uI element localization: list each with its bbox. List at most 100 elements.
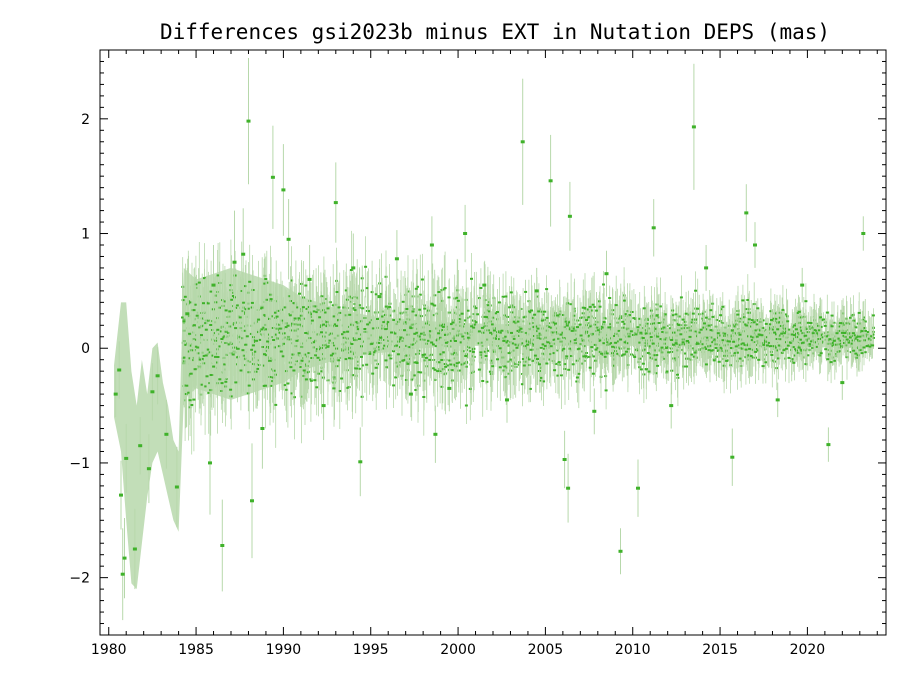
cloud-point (755, 335, 759, 338)
cloud-point (554, 331, 558, 334)
cloud-point (181, 299, 185, 302)
cloud-point (810, 340, 814, 343)
cloud-point (777, 344, 781, 347)
cloud-point (703, 322, 706, 325)
cloud-point (715, 319, 719, 321)
cloud-point (460, 312, 464, 315)
cloud-point (711, 349, 715, 352)
cloud-point (371, 353, 375, 356)
cloud-point (523, 360, 527, 363)
cloud-point (489, 331, 493, 334)
cloud-point (367, 321, 371, 324)
cloud-point (761, 365, 765, 368)
cloud-point (392, 319, 396, 321)
cloud-point (442, 288, 446, 291)
cloud-point (757, 358, 761, 361)
cloud-point (196, 346, 200, 349)
cloud-point (231, 346, 235, 349)
cloud-point (818, 317, 822, 320)
cloud-point (392, 350, 395, 353)
cloud-point (265, 298, 268, 301)
cloud-point (770, 319, 773, 321)
cloud-point (510, 342, 514, 345)
cloud-point (764, 361, 768, 364)
cloud-point (256, 320, 259, 323)
cloud-point (593, 343, 597, 346)
cloud-point (315, 386, 319, 389)
cloud-point (312, 310, 316, 313)
cloud-point (409, 327, 413, 330)
cloud-point (656, 335, 660, 338)
cloud-point (649, 336, 653, 338)
cloud-point (202, 354, 206, 357)
cloud-point (578, 323, 582, 326)
cloud-point (255, 339, 259, 342)
cloud-point (286, 382, 290, 385)
cloud-point (396, 365, 400, 368)
cloud-point (553, 369, 557, 372)
cloud-point (608, 297, 612, 299)
cloud-point (750, 339, 754, 342)
cloud-point (392, 309, 396, 312)
cloud-point (557, 361, 561, 364)
cloud-point (284, 326, 288, 329)
cloud-point (683, 352, 687, 355)
cloud-point (310, 319, 314, 322)
cloud-point (682, 365, 686, 368)
cloud-point (741, 330, 744, 333)
cloud-point (239, 327, 243, 330)
cloud-point (420, 278, 424, 281)
cloud-point (221, 336, 225, 339)
cloud-point (521, 342, 525, 345)
cloud-point (190, 349, 194, 352)
cloud-point (523, 345, 527, 348)
cloud-point (304, 363, 307, 366)
cloud-point (570, 329, 574, 332)
cloud-point (827, 353, 831, 356)
cloud-point (871, 333, 875, 336)
cloud-point (513, 316, 517, 319)
cloud-point (845, 338, 849, 341)
cloud-point (210, 354, 214, 357)
cloud-point (732, 332, 736, 335)
cloud-point (680, 348, 684, 351)
cloud-point (694, 289, 698, 292)
cloud-point (784, 341, 788, 344)
cloud-point (260, 328, 264, 331)
cloud-point (688, 335, 692, 338)
cloud-point (218, 378, 222, 381)
cloud-point (604, 389, 608, 392)
cloud-point (419, 371, 423, 374)
cloud-point (798, 326, 802, 329)
cloud-point (542, 347, 546, 350)
cloud-point (438, 370, 442, 372)
cloud-point (856, 339, 860, 341)
cloud-point (710, 349, 713, 352)
cloud-point (236, 347, 240, 350)
cloud-point (242, 301, 246, 304)
cloud-point (700, 343, 704, 346)
cloud-point (283, 384, 287, 387)
cloud-point (863, 327, 867, 329)
cloud-point (245, 335, 249, 338)
cloud-point (558, 313, 562, 316)
cloud-point (549, 326, 553, 329)
cloud-point (500, 351, 504, 354)
cloud-point (708, 318, 712, 321)
cloud-point (401, 300, 405, 303)
cloud-point (505, 339, 509, 342)
cloud-point (239, 369, 243, 372)
cloud-point (487, 329, 491, 332)
cloud-point (535, 330, 538, 333)
cloud-point (718, 346, 722, 349)
cloud-point (669, 323, 673, 326)
cloud-point (492, 329, 496, 332)
cloud-point (312, 341, 316, 344)
cloud-point (795, 332, 799, 334)
cloud-point (850, 342, 853, 345)
cloud-point (386, 321, 390, 324)
cloud-point (400, 374, 404, 377)
cloud-point (332, 387, 336, 390)
cloud-point (742, 316, 746, 319)
cloud-point (541, 343, 545, 346)
